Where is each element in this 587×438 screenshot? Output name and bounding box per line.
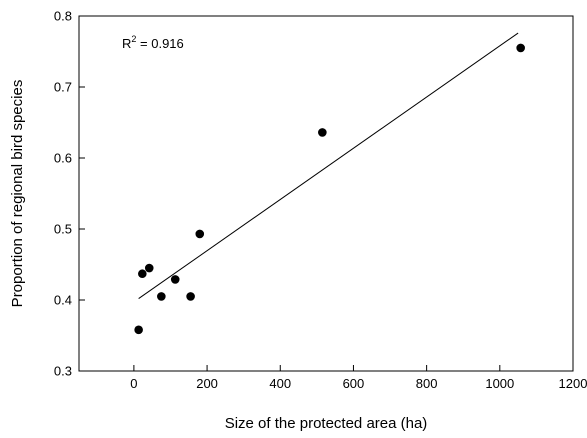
data-point bbox=[157, 292, 166, 301]
data-point bbox=[170, 275, 180, 284]
y-tick-label: 0.4 bbox=[54, 293, 72, 308]
data-point bbox=[138, 269, 147, 279]
x-tick-label: 0 bbox=[130, 376, 137, 391]
data-point bbox=[134, 325, 143, 335]
x-tick-label: 400 bbox=[269, 376, 291, 391]
y-tick-label: 0.6 bbox=[54, 151, 72, 166]
regression-line bbox=[138, 32, 519, 299]
data-points bbox=[134, 43, 525, 335]
regression-line-group bbox=[138, 32, 519, 299]
x-tick-label: 200 bbox=[196, 376, 218, 391]
y-tick-label: 0.7 bbox=[54, 80, 72, 95]
y-tick-label: 0.5 bbox=[54, 222, 72, 237]
y-tick-label: 0.3 bbox=[54, 364, 72, 379]
y-axis-ticks: 0.3 0.4 0.5 0.6 0.7 0.8 bbox=[54, 9, 85, 379]
data-point bbox=[318, 128, 327, 137]
x-axis-label: Size of the protected area (ha) bbox=[225, 415, 428, 432]
x-axis-ticks: 0 200 400 600 800 1000 1200 bbox=[130, 365, 587, 391]
x-tick-label: 1200 bbox=[559, 376, 587, 391]
x-tick-label: 1000 bbox=[485, 376, 514, 391]
x-tick-label: 800 bbox=[416, 376, 438, 391]
data-point bbox=[144, 263, 154, 273]
y-axis-label: Proportion of regional bird species bbox=[9, 80, 26, 308]
r-squared-annotation: R2 = 0.916 bbox=[122, 34, 184, 51]
r-squared-value: = 0.916 bbox=[136, 36, 183, 51]
y-tick-label: 0.8 bbox=[54, 9, 72, 24]
r-squared-prefix: R bbox=[122, 36, 131, 51]
plot-frame bbox=[78, 15, 574, 372]
x-tick-label: 600 bbox=[343, 376, 365, 391]
r-squared-superscript: 2 bbox=[131, 34, 136, 44]
data-point bbox=[195, 229, 205, 239]
data-point bbox=[516, 43, 525, 53]
data-point bbox=[186, 292, 195, 301]
